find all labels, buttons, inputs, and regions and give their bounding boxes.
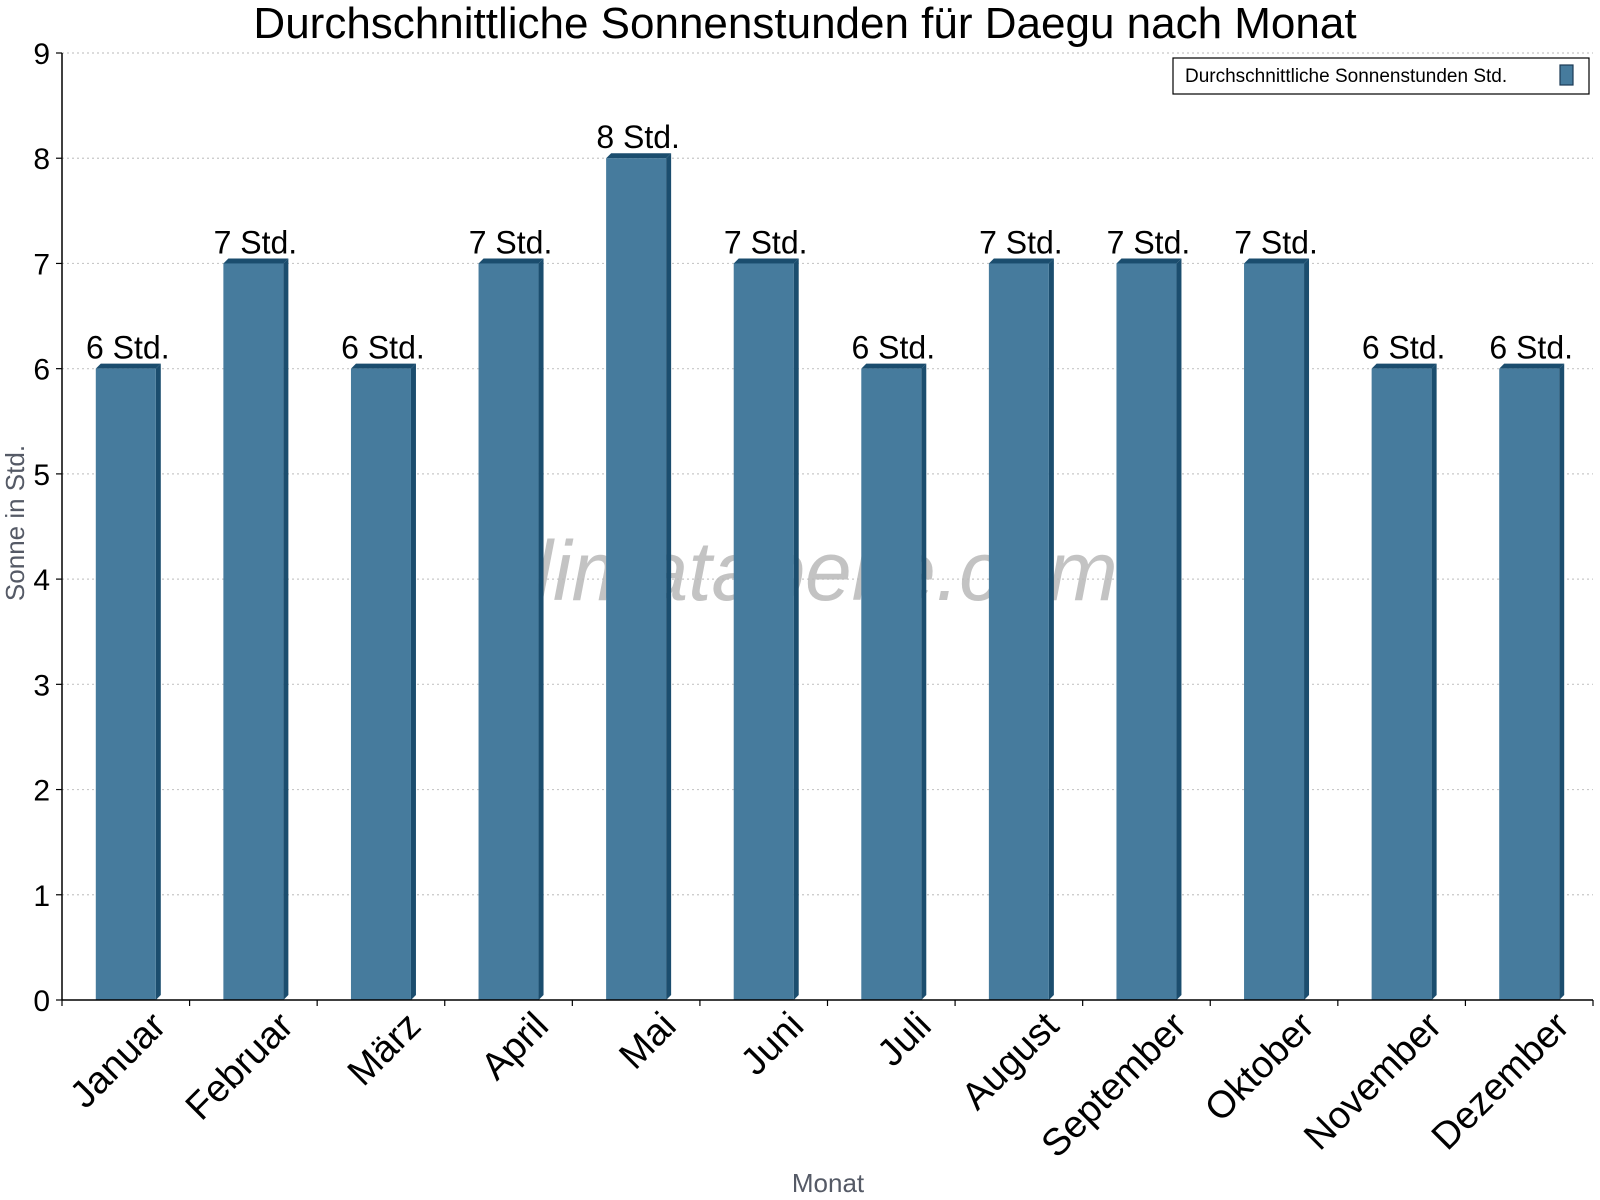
bar-side (1559, 363, 1565, 1001)
y-tick-label: 7 (33, 248, 50, 281)
data-labels: 6 Std. 7 Std. 6 Std. 7 Std. 8 Std. 7 Std. 6 St… (86, 119, 1573, 365)
x-tick-label: November (1296, 1004, 1450, 1158)
x-tick-label: August (954, 1004, 1068, 1118)
data-label: 6 Std. (1489, 330, 1573, 366)
bar-side (793, 258, 799, 1000)
bar-side (1304, 258, 1310, 1000)
x-axis-ticks: Januar Februar März April Mai Juni Juli AugustS… (61, 1000, 1594, 1166)
gridlines (62, 52, 1593, 896)
y-tick-label: 9 (33, 38, 50, 71)
bar (861, 368, 922, 1001)
data-label: 8 Std. (596, 119, 680, 155)
bar-side (1048, 258, 1054, 1000)
legend-swatch (1559, 64, 1574, 86)
bar-side (538, 258, 544, 1000)
bar (606, 158, 667, 1000)
bar-top (1499, 363, 1565, 369)
bar (223, 263, 284, 1000)
bar-top (606, 153, 672, 159)
data-label: 7 Std. (724, 224, 808, 260)
bar-top (1371, 363, 1437, 369)
x-tick-label: Dezember (1424, 1004, 1578, 1158)
data-label: 7 Std. (1234, 224, 1318, 260)
data-label: 7 Std. (1107, 224, 1191, 260)
chart-title: Durchschnittliche Sonnenstunden für Daeg… (253, 0, 1356, 48)
y-axis-label: Sonne in Std. (0, 445, 30, 601)
y-tick-label: 0 (33, 985, 50, 1018)
bar-side (1431, 363, 1437, 1001)
bar (1244, 263, 1305, 1000)
x-tick-label: Oktober (1197, 1004, 1323, 1130)
x-tick-label: Juli (870, 1005, 940, 1075)
bar (1499, 368, 1560, 1001)
y-tick-label: 1 (33, 880, 50, 913)
bar (350, 368, 411, 1001)
x-tick-label: Mai (611, 1005, 684, 1078)
bar-top (1116, 258, 1182, 264)
data-label: 7 Std. (214, 224, 298, 260)
legend-box (1172, 57, 1590, 95)
x-tick-label: Januar (62, 1004, 174, 1116)
x-tick-label: Februar (178, 1004, 302, 1128)
x-tick-label: Juni (733, 1005, 812, 1084)
bar (1371, 368, 1432, 1001)
x-tick-label: April (473, 1005, 556, 1088)
x-axis-label: Monat (792, 1168, 865, 1198)
data-label: 6 Std. (1362, 330, 1446, 366)
data-label: 7 Std. (979, 224, 1063, 260)
bar-top (350, 363, 416, 369)
bar-top (478, 258, 544, 264)
y-tick-label: 3 (33, 669, 50, 702)
bar (95, 368, 156, 1001)
y-tick-label: 5 (33, 459, 50, 492)
bar-top (733, 258, 799, 264)
bar (988, 263, 1049, 1000)
bar-top (223, 258, 289, 264)
bar-side (155, 363, 161, 1001)
x-tick-label: März (340, 1005, 429, 1094)
legend-label: Durchschnittliche Sonnenstunden Std. (1185, 66, 1507, 87)
bar-top (988, 258, 1054, 264)
bar-side (921, 363, 927, 1001)
y-tick-label: 8 (33, 143, 50, 176)
y-tick-label: 2 (33, 775, 50, 808)
data-label: 7 Std. (469, 224, 553, 260)
data-label: 6 Std. (86, 330, 170, 366)
bar-side (666, 153, 672, 1000)
bar-side (1176, 258, 1182, 1000)
bar-top (861, 363, 927, 369)
y-axis-ticks: 0 1 2 3 4 5 6 7 8 9 (33, 38, 62, 1018)
bars (95, 153, 1565, 1001)
bar-side (410, 363, 416, 1001)
bar (733, 263, 794, 1000)
bar (478, 263, 539, 1000)
bar-side (283, 258, 289, 1000)
legend: Durchschnittliche Sonnenstunden Std. (1172, 57, 1590, 95)
data-label: 6 Std. (341, 330, 425, 366)
data-label: 6 Std. (851, 330, 935, 366)
y-tick-label: 6 (33, 354, 50, 387)
bar-top (1244, 258, 1310, 264)
bar (1116, 263, 1177, 1000)
bar-top (95, 363, 161, 369)
y-tick-label: 4 (33, 564, 50, 597)
